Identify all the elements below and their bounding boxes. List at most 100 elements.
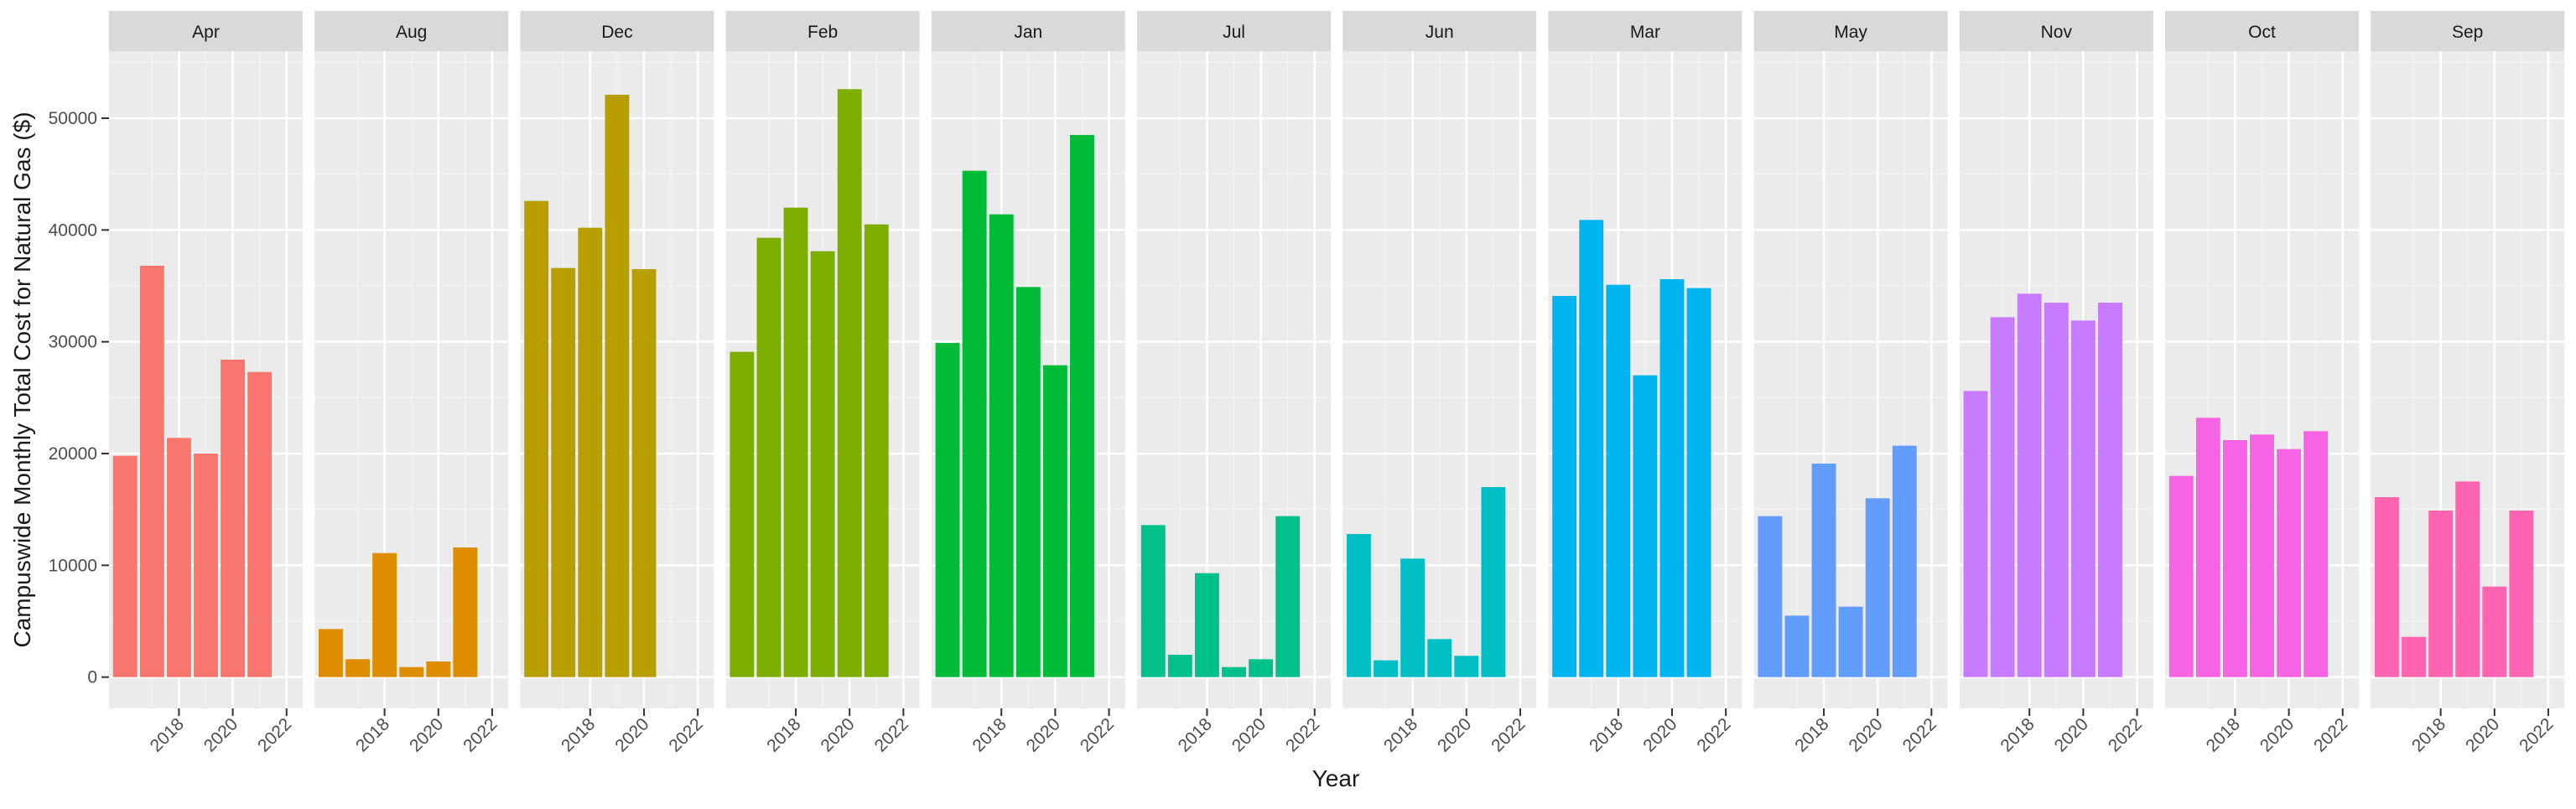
bar xyxy=(2250,434,2274,677)
bar xyxy=(2509,511,2534,677)
facet-strip-label: Oct xyxy=(2248,23,2276,42)
bar xyxy=(2428,511,2454,677)
x-tick-label: 2020 xyxy=(2051,714,2092,755)
x-tick-label: 2022 xyxy=(460,714,501,755)
bar xyxy=(1758,516,1783,677)
y-tick-label: 30000 xyxy=(49,333,97,352)
facet-strip-label: Mar xyxy=(1630,23,1660,42)
x-tick-label: 2022 xyxy=(871,714,912,755)
facet-strip xyxy=(1137,11,1331,51)
x-tick-label: 2020 xyxy=(1228,714,1270,755)
x-tick-label: 2018 xyxy=(1586,714,1627,755)
x-tick-label: 2020 xyxy=(406,714,447,755)
facet-strip-label: Feb xyxy=(808,23,838,42)
bar xyxy=(1042,365,1067,677)
x-axis-title: Year xyxy=(1312,765,1360,791)
x-tick-label: 2018 xyxy=(969,714,1010,755)
x-tick-label: 2020 xyxy=(611,714,652,755)
facet-strip-label: Aug xyxy=(396,23,427,42)
bar xyxy=(247,371,273,677)
facet-strip-label: Dec xyxy=(601,23,632,42)
x-tick-label: 2020 xyxy=(2257,714,2298,755)
bar xyxy=(524,200,549,677)
bar xyxy=(864,224,889,677)
bar xyxy=(989,214,1014,677)
x-tick-label: 2022 xyxy=(1693,714,1734,755)
bar xyxy=(1070,135,1094,677)
bar xyxy=(1400,558,1426,677)
x-tick-label: 2018 xyxy=(2203,714,2244,755)
bar xyxy=(1481,487,1506,677)
bar xyxy=(962,170,987,677)
bar xyxy=(2222,440,2247,677)
bar xyxy=(1633,375,1658,677)
x-tick-label: 2020 xyxy=(1639,714,1680,755)
x-tick-label: 2022 xyxy=(2516,714,2557,755)
bar xyxy=(837,89,862,677)
x-tick-label: 2018 xyxy=(1175,714,1216,755)
bar xyxy=(221,360,246,677)
x-tick-label: 2018 xyxy=(147,714,188,755)
x-tick-label: 2022 xyxy=(1077,714,1118,755)
bar xyxy=(1686,288,1711,677)
bar xyxy=(399,666,424,677)
x-tick-label: 2020 xyxy=(1023,714,1064,755)
bar xyxy=(1811,464,1836,677)
bar xyxy=(345,659,370,677)
bar xyxy=(578,227,603,677)
x-tick-label: 2018 xyxy=(558,714,599,755)
facet-strip xyxy=(725,11,920,51)
facet-strip xyxy=(1959,11,2153,51)
y-tick-label: 10000 xyxy=(49,556,97,575)
bar xyxy=(1552,296,1577,677)
bar xyxy=(756,237,782,677)
facet-strip xyxy=(1343,11,1537,51)
bar xyxy=(2455,481,2480,677)
bar xyxy=(605,95,630,677)
bar xyxy=(194,454,218,677)
bar xyxy=(1140,525,1166,677)
y-tick-label: 40000 xyxy=(49,220,97,240)
bar xyxy=(1167,655,1192,677)
bar xyxy=(1427,639,1452,677)
bar xyxy=(1454,656,1479,677)
bar xyxy=(1865,498,1890,677)
y-tick-label: 20000 xyxy=(49,444,97,464)
bar xyxy=(1222,666,1246,677)
bar xyxy=(1275,516,1301,677)
facet-strip xyxy=(1753,11,1948,51)
x-tick-label: 2018 xyxy=(1791,714,1832,755)
bar xyxy=(1659,279,1685,677)
bar xyxy=(2482,586,2507,677)
bar xyxy=(631,269,657,677)
bar xyxy=(1963,391,1988,677)
facet-strip-label: Sep xyxy=(2452,23,2483,42)
x-tick-label: 2018 xyxy=(1997,714,2038,755)
facet-strip-label: Jun xyxy=(1426,23,1454,42)
bar xyxy=(935,343,960,677)
bar xyxy=(2277,449,2302,677)
x-tick-label: 2020 xyxy=(200,714,242,755)
facet-strip xyxy=(1548,11,1742,51)
y-axis-title: Campuswide Monthly Total Cost for Natura… xyxy=(9,111,35,647)
bar xyxy=(2017,293,2042,677)
x-tick-label: 2018 xyxy=(763,714,804,755)
facet-strip xyxy=(520,11,714,51)
bar xyxy=(2098,303,2122,677)
bar xyxy=(2375,497,2399,677)
bar xyxy=(1892,445,1917,677)
bar xyxy=(1347,534,1371,677)
bar xyxy=(426,661,451,677)
facet-strip xyxy=(2371,11,2565,51)
bar xyxy=(783,207,808,677)
bar xyxy=(2168,475,2194,677)
bar xyxy=(1579,220,1604,677)
x-tick-label: 2018 xyxy=(2408,714,2449,755)
x-tick-label: 2020 xyxy=(1434,714,1475,755)
bar xyxy=(551,267,576,677)
facet-strip-label: May xyxy=(1834,23,1867,42)
bar xyxy=(2195,417,2220,677)
bar xyxy=(1015,287,1041,677)
